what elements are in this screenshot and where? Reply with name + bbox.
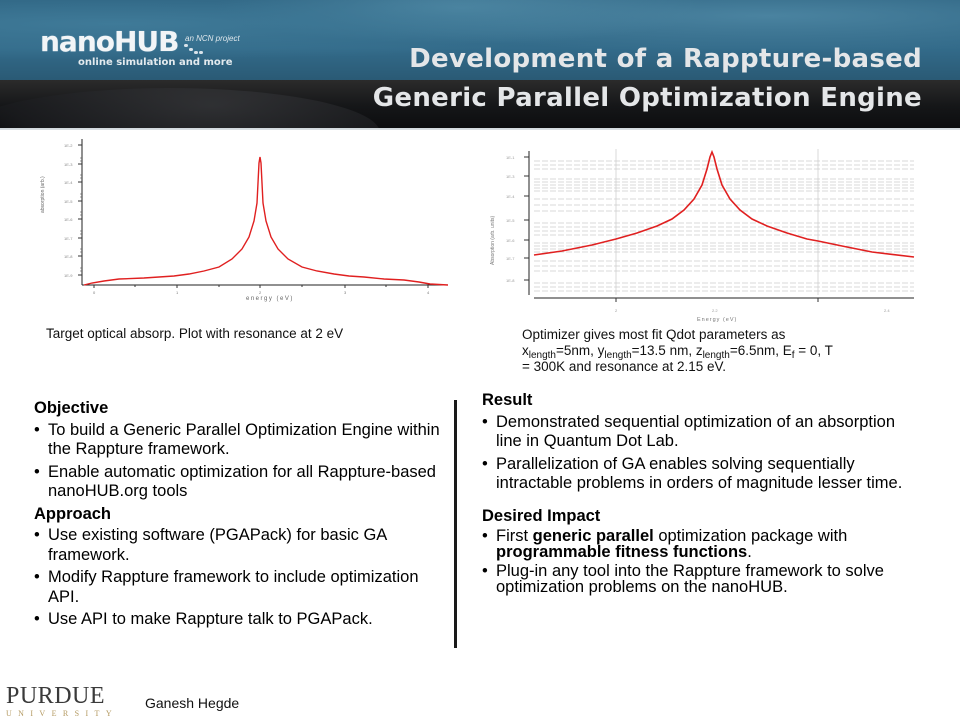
svg-text:1E-8: 1E-8 bbox=[64, 254, 73, 259]
svg-text:1E-1: 1E-1 bbox=[506, 155, 515, 160]
svg-text:1E-4: 1E-4 bbox=[64, 180, 73, 185]
svg-text:1E-5: 1E-5 bbox=[506, 218, 515, 223]
target-absorption-chart: 1E-2 1E-3 1E-4 1E-5 1E-6 1E-7 1E-8 1E-9 absorp… bbox=[40, 139, 449, 302]
param-x-sub: length bbox=[528, 350, 556, 361]
param-ef-value: = 0, T bbox=[794, 343, 833, 358]
approach-list: Use existing software (PGAPack) for basi… bbox=[34, 526, 444, 630]
svg-text:1E-2: 1E-2 bbox=[64, 143, 73, 148]
approach-item: Modify Rappture framework to include opt… bbox=[34, 568, 444, 607]
target-absorption-curve bbox=[83, 156, 449, 286]
param-x: x bbox=[522, 343, 529, 358]
param-ef-sub: f bbox=[791, 350, 795, 361]
svg-text:1E-7: 1E-7 bbox=[506, 256, 515, 261]
header-fade bbox=[0, 128, 960, 130]
param-z-value: =6.5nm, bbox=[729, 343, 783, 358]
ncn-project-label: an NCN project bbox=[185, 34, 240, 43]
left-figure-caption: Target optical absorp. Plot with resonan… bbox=[46, 326, 344, 341]
logo-wordmark: nanoHUB bbox=[40, 25, 180, 58]
svg-text:0: 0 bbox=[93, 290, 96, 295]
result-list: Demonstrated sequential optimization of … bbox=[482, 413, 922, 494]
approach-heading: Approach bbox=[34, 504, 112, 523]
left-text-column: Objective To build a Generic Parallel Op… bbox=[34, 399, 444, 633]
param-y-sub: length bbox=[604, 350, 632, 361]
objective-item: To build a Generic Parallel Optimization… bbox=[34, 421, 444, 460]
svg-text:1E-9: 1E-9 bbox=[64, 273, 73, 278]
target-absorption-plot: 1E-2 1E-3 1E-4 1E-5 1E-6 1E-7 1E-8 1E-9 absorp… bbox=[34, 133, 452, 303]
param-y: y bbox=[597, 343, 605, 358]
optimized-absorption-chart: 1E-1 1E-3 1E-4 1E-5 1E-6 1E-7 1E-8 Absorption… bbox=[490, 149, 915, 323]
caption-params: xlength=5nm, ylength=13.5 nm, zlength=6.… bbox=[522, 343, 922, 361]
right-figure-caption: Optimizer gives most fit Qdot parameters… bbox=[522, 327, 922, 375]
svg-text:2.2: 2.2 bbox=[712, 308, 718, 313]
svg-text:3: 3 bbox=[344, 290, 347, 295]
objective-list: To build a Generic Parallel Optimization… bbox=[34, 421, 444, 502]
optimized-absorption-curve bbox=[533, 149, 915, 258]
slide-title-line1: Development of a Rappture-based bbox=[409, 44, 922, 74]
svg-text:2: 2 bbox=[259, 290, 262, 295]
param-z: z bbox=[695, 343, 703, 358]
purdue-subtitle: UNIVERSITY bbox=[6, 709, 118, 718]
svg-text:1E-3: 1E-3 bbox=[64, 162, 73, 167]
approach-item: Use API to make Rappture talk to PGAPack… bbox=[34, 610, 444, 630]
right-plot-ylabel: Absorption (arb. units) bbox=[490, 215, 496, 265]
svg-text:1E-4: 1E-4 bbox=[506, 194, 515, 199]
result-item: Parallelization of GA enables solving se… bbox=[482, 455, 922, 494]
author-name: Ganesh Hegde bbox=[145, 695, 240, 711]
impact-heading: Desired Impact bbox=[482, 506, 601, 525]
left-plot-xlabel: energy (eV) bbox=[246, 296, 294, 302]
impact-text: optimization package with bbox=[653, 527, 848, 545]
impact-item: Plug-in any tool into the Rappture frame… bbox=[482, 563, 922, 596]
header-background-blue bbox=[0, 0, 960, 80]
logo-tagline: online simulation and more bbox=[78, 57, 233, 68]
right-plot-xlabel: Energy (eV) bbox=[697, 317, 737, 323]
caption-line3: = 300K and resonance at 2.15 eV. bbox=[522, 359, 727, 374]
approach-item: Use existing software (PGAPack) for basi… bbox=[34, 526, 444, 565]
impact-emphasis: generic parallel bbox=[532, 527, 654, 545]
impact-text: . bbox=[747, 543, 752, 561]
svg-text:1E-6: 1E-6 bbox=[64, 217, 73, 222]
impact-text: First bbox=[496, 527, 533, 545]
nanohub-logo: nanoHUB online simulation and more bbox=[40, 25, 233, 69]
objective-heading: Objective bbox=[34, 399, 109, 417]
purdue-wordmark: PURDUE bbox=[6, 683, 106, 709]
slide-title-line2: Generic Parallel Optimization Engine bbox=[372, 83, 922, 113]
svg-text:1E-3: 1E-3 bbox=[506, 174, 515, 179]
right-text-column: Result Demonstrated sequential optimizat… bbox=[482, 391, 922, 598]
impact-list: First generic parallel optimization pack… bbox=[482, 527, 922, 596]
svg-text:4: 4 bbox=[427, 290, 430, 295]
svg-text:1E-6: 1E-6 bbox=[506, 238, 515, 243]
caption-line1: Optimizer gives most fit Qdot parameters… bbox=[522, 327, 786, 342]
header-banner: nanoHUB online simulation and more an NC… bbox=[0, 0, 960, 130]
svg-text:1: 1 bbox=[176, 290, 179, 295]
param-y-value: =13.5 nm, bbox=[631, 343, 696, 358]
left-plot-ylabel: absorption (arb.) bbox=[40, 176, 46, 213]
param-z-sub: length bbox=[702, 350, 730, 361]
ncn-dots-icon bbox=[184, 44, 204, 54]
svg-text:1E-8: 1E-8 bbox=[506, 278, 515, 283]
impact-item: First generic parallel optimization pack… bbox=[482, 527, 922, 561]
purdue-logo: PURDUE UNIVERSITY bbox=[6, 684, 118, 718]
svg-text:2: 2 bbox=[615, 308, 618, 313]
svg-text:1E-7: 1E-7 bbox=[64, 236, 73, 241]
result-heading: Result bbox=[482, 391, 533, 409]
optimized-absorption-plot: 1E-1 1E-3 1E-4 1E-5 1E-6 1E-7 1E-8 Absorption… bbox=[472, 135, 928, 325]
impact-emphasis: programmable fitness functions bbox=[496, 543, 748, 561]
svg-text:2.4: 2.4 bbox=[884, 308, 890, 313]
param-ef: E bbox=[782, 343, 792, 358]
svg-text:1E-5: 1E-5 bbox=[64, 199, 73, 204]
column-divider bbox=[454, 400, 457, 648]
objective-item: Enable automatic optimization for all Ra… bbox=[34, 463, 444, 502]
param-x-value: =5nm, bbox=[556, 343, 598, 358]
result-item: Demonstrated sequential optimization of … bbox=[482, 413, 922, 452]
